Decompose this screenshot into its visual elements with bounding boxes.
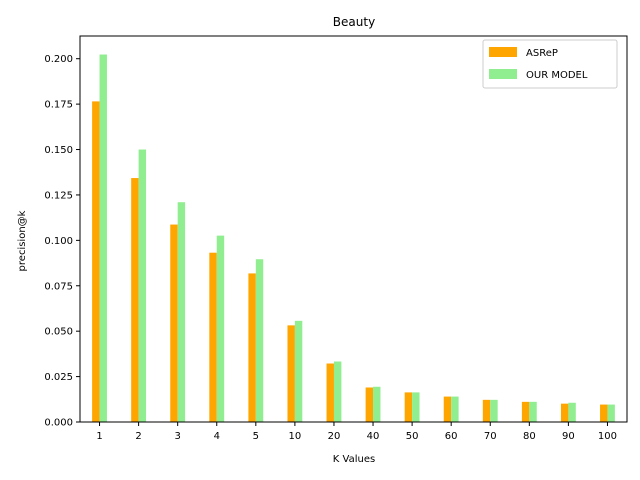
x-tick-label: 90 [562, 431, 575, 442]
bar-asrep-k3 [170, 224, 178, 422]
bar-asrep-k100 [600, 404, 608, 422]
bar-our-model-k60 [451, 396, 459, 422]
plot-area [79, 35, 628, 423]
bar-asrep-k4 [209, 252, 217, 422]
y-tick-label: 0.175 [44, 100, 73, 111]
y-tick-label: 0.100 [44, 236, 73, 247]
bar-our-model-k90 [568, 402, 576, 422]
x-tick-label: 5 [253, 431, 259, 442]
x-tick-label: 20 [328, 431, 341, 442]
x-tick-label: 40 [367, 431, 380, 442]
bar-our-model-k100 [607, 404, 615, 422]
bar-our-model-k40 [373, 386, 381, 422]
bar-our-model-k20 [333, 361, 342, 422]
bar-asrep-k40 [365, 387, 374, 422]
x-tick-label: 2 [135, 431, 141, 442]
y-axis: 0.000 0.025 0.050 0.075 0.100 0.125 0.150 0.175… [44, 54, 80, 429]
y-tick-label: 0.200 [44, 54, 73, 65]
x-axis-label: K Values [333, 454, 375, 465]
bar-asrep-k20 [326, 363, 334, 422]
y-axis-label: precision@k [17, 210, 28, 271]
bar-our-model-k4 [216, 235, 225, 422]
bar-asrep-k1 [92, 101, 100, 422]
bar-asrep-k80 [521, 401, 530, 422]
x-tick-label: 70 [484, 431, 497, 442]
bar-asrep-k70 [482, 399, 491, 422]
bar-our-model-k5 [255, 259, 264, 422]
x-axis: 1 2 3 4 5 10 20 40 50 60 70 80 90 100 [96, 422, 617, 442]
x-tick-label: 4 [214, 431, 220, 442]
y-tick-label: 0.075 [44, 281, 73, 292]
x-tick-label: 1 [96, 431, 102, 442]
bar-our-model-k1 [99, 54, 107, 422]
x-tick-label: 3 [174, 431, 180, 442]
y-tick-label: 0.050 [44, 327, 73, 338]
bar-asrep-k2 [131, 178, 139, 422]
bar-asrep-k10 [287, 325, 295, 422]
legend-swatch-our-model [489, 69, 517, 79]
x-tick-label: 100 [598, 431, 617, 442]
bar-asrep-k50 [404, 392, 413, 422]
bar-our-model-k50 [412, 392, 420, 422]
y-tick-label: 0.150 [44, 145, 73, 156]
x-tick-label: 80 [523, 431, 536, 442]
y-tick-label: 0.125 [44, 190, 73, 201]
x-tick-label: 50 [406, 431, 419, 442]
y-tick-label: 0.025 [44, 372, 73, 383]
bar-asrep-k60 [443, 396, 452, 422]
bar-our-model-k3 [177, 202, 186, 422]
legend: ASReP OUR MODEL [482, 39, 618, 89]
legend-label-asrep: ASReP [526, 48, 558, 59]
legend-swatch-asrep [489, 47, 517, 57]
y-tick-label: 0.000 [44, 418, 73, 429]
bar-our-model-k70 [490, 399, 498, 422]
bar-our-model-k10 [294, 320, 303, 422]
bar-asrep-k90 [560, 403, 569, 422]
x-tick-label: 10 [289, 431, 302, 442]
bar-our-model-k2 [138, 149, 147, 422]
axes-frame [79, 35, 628, 423]
chart-title: Beauty [333, 15, 375, 29]
bar-our-model-k80 [529, 401, 537, 422]
legend-label-our-model: OUR MODEL [526, 70, 588, 81]
bar-asrep-k5 [248, 273, 256, 422]
x-tick-label: 60 [445, 431, 458, 442]
